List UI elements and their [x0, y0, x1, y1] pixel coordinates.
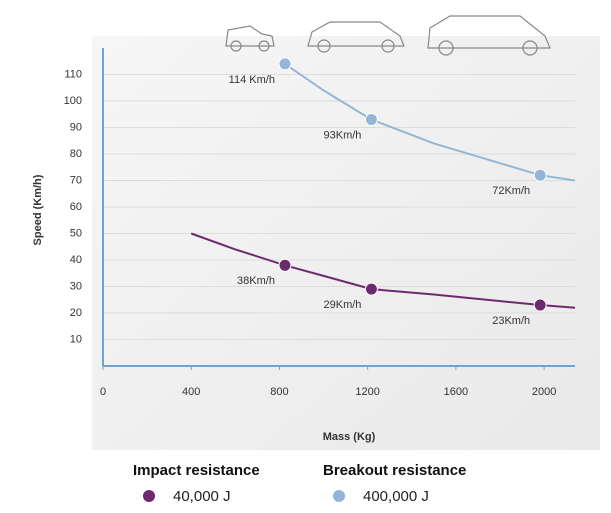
data-point: [278, 258, 292, 272]
x-tick-label: 1600: [444, 386, 468, 398]
x-tick-label: 0: [100, 386, 106, 398]
y-tick-label: 10: [70, 333, 82, 345]
plot-background: [92, 36, 600, 450]
legend-swatch: [333, 490, 345, 502]
y-axis-label: Speed (Km/h): [32, 174, 44, 245]
y-tick-label: 20: [70, 307, 82, 319]
legend-entry: 40,000 J: [173, 488, 231, 505]
legend-title: Breakout resistance: [323, 462, 466, 479]
data-point: [364, 113, 378, 127]
legend-title: Impact resistance: [133, 462, 260, 479]
data-label: 72Km/h: [492, 185, 530, 197]
data-point: [278, 57, 292, 71]
data-label: 29Km/h: [324, 299, 362, 311]
data-label: 38Km/h: [237, 275, 275, 287]
y-tick-label: 70: [70, 174, 82, 186]
y-tick-label: 90: [70, 121, 82, 133]
data-point: [364, 282, 378, 296]
legend-entry: 400,000 J: [363, 488, 429, 505]
data-point: [533, 298, 547, 312]
x-tick-label: 1200: [355, 386, 379, 398]
y-tick-label: 50: [70, 227, 82, 239]
y-tick-label: 60: [70, 201, 82, 213]
car-icons: [225, 15, 551, 56]
x-tick-label: 2000: [532, 386, 556, 398]
data-label: 114 Km/h: [229, 74, 275, 86]
data-label: 93Km/h: [324, 129, 362, 141]
data-point: [533, 168, 547, 182]
y-tick-label: 100: [64, 95, 82, 107]
y-tick-label: 80: [70, 148, 82, 160]
x-tick-label: 400: [182, 386, 200, 398]
y-tick-label: 30: [70, 280, 82, 292]
y-tick-label: 110: [64, 68, 82, 80]
x-tick-label: 800: [270, 386, 288, 398]
legend-swatch: [143, 490, 155, 502]
x-axis-label: Mass (Kg): [323, 431, 376, 443]
curve: [190, 232, 576, 309]
y-tick-label: 40: [70, 254, 82, 266]
data-label: 23Km/h: [492, 315, 530, 327]
